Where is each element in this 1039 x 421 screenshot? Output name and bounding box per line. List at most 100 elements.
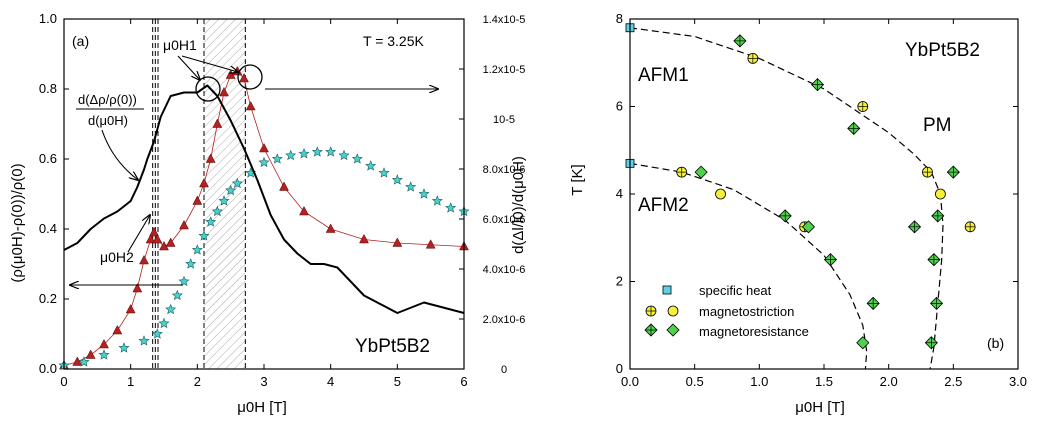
data-point [378,167,390,178]
data-point [211,205,223,217]
data-point [178,275,190,287]
data-point [359,233,369,244]
data-point [298,148,310,159]
data-point [391,174,403,185]
data-point [351,153,363,164]
data-point [225,184,237,196]
x-tick-label: 2 [194,374,201,389]
y2-tick-label: 1.2x10-5 [483,64,526,76]
data-point [152,233,163,244]
data-point [279,181,289,191]
data-point [171,289,183,301]
legend-label-magnetoresistance: magnetoresistance [699,324,809,339]
y2-tick-label: 0 [501,364,507,376]
phase-boundary-1 [629,162,868,370]
legend-label-magnetostriction: magnetostriction [699,304,794,319]
x-tick-label: 5 [394,374,401,389]
y-tick-label: 1.0 [39,11,57,26]
y-axis-label: T [K] [569,164,586,195]
y2-tick-label: 2.0x10-6 [483,314,526,326]
y-tick-label: 6 [616,99,623,114]
panel-label: (a) [72,33,89,49]
arrow-h1-a [177,55,200,80]
data-point [857,101,869,112]
data-point [964,221,976,233]
derivative-denominator: d(μ0H) [88,113,128,128]
temperature-label: T = 3.25K [363,33,425,49]
arrow-h1-b [181,55,238,72]
data-point [259,142,269,153]
data-point [151,328,163,339]
data-point [325,223,336,233]
y-tick-label: 0.6 [39,151,57,166]
data-point [99,338,109,349]
data-point [931,209,945,223]
h2-label: μ0H2 [100,249,134,265]
data-point [392,237,403,247]
data-point [922,166,933,178]
legend: specific heat magnetostriction magnetore… [644,283,809,339]
x-tick-label: 2.5 [944,374,962,389]
data-point [823,253,838,267]
data-point [245,100,256,111]
data-point [258,156,270,168]
peak-circle-rho [195,76,221,102]
data-point [118,342,130,353]
data-series [625,23,976,350]
data-point [418,188,430,199]
y2-tick-label: 8.0x10-6 [483,164,526,176]
legend-swatch-magnetoresistance [644,323,680,337]
data-point [72,356,83,366]
data-point [212,118,223,128]
panel-label: (b) [987,335,1004,351]
legend-swatch-magnetostriction [645,305,679,317]
y-tick-label: 2 [616,274,623,289]
data-point [192,195,203,205]
data-point [747,52,759,64]
y-tick-label: 0.0 [39,361,57,376]
data-point [165,303,177,315]
y-tick-label: 4 [616,186,623,201]
x-axis-label: μ0H [T] [237,399,286,416]
data-point [847,121,861,135]
data-point [138,335,150,346]
data-point [405,181,417,192]
panel-a: 0 1 2 3 4 5 6 0.0 0.2 0.4 0.6 0.8 1.0 0 2.0x10-6 4.0x10… [9,11,527,416]
right-y-axis-label: d(Δl/l0)/d(μ0H) [510,156,527,254]
left-y-axis-label: (ρ(μ0H)-ρ(0))/ρ(0) [9,163,26,282]
y-tick-label: 8 [616,11,623,26]
data-point [185,258,197,269]
panel-b: 0.0 0.5 1.0 1.5 2.0 2.5 3.0 0 2 4 6 8 μ0H [T] T [K]… [569,11,1027,416]
data-point [801,220,816,234]
y-tick-label: 0.8 [39,81,57,96]
data-point [311,146,323,157]
data-point [676,166,688,178]
data-point [445,202,457,213]
data-point [285,149,297,161]
y-tick-label: 0 [616,361,623,376]
data-point [199,177,209,188]
y2-tick-label: 4.0x10-6 [483,264,526,276]
peak-circle-ms [237,64,263,90]
data-point [425,239,436,249]
axis-ticks: 0.0 0.5 1.0 1.5 2.0 2.5 3.0 0 2 4 6 8 [616,11,1027,389]
data-point [98,349,110,360]
x-tick-label: 0.5 [686,374,704,389]
x-tick-label: 2.0 [880,374,898,389]
data-point [219,86,229,97]
plot-frame [63,18,465,370]
data-point [191,244,203,255]
data-point [778,209,792,223]
y2-tick-label: 6.0x10-6 [483,214,526,226]
data-point [165,237,176,247]
phase-label-pm: PM [923,115,952,136]
x-tick-label: 3.0 [1009,374,1027,389]
data-point [946,165,960,179]
data-point [132,282,143,293]
data-point [325,146,337,157]
derivative-numerator: d(Δρ/ρ(0)) [78,92,137,107]
data-point [715,188,726,200]
data-point [205,153,216,163]
data-point [179,219,189,230]
